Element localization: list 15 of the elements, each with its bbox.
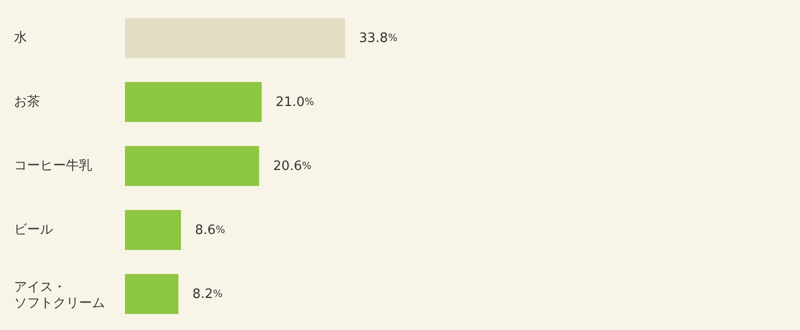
data-label: 20.6%	[273, 158, 312, 174]
data-label: 21.0%	[276, 94, 314, 110]
y-tick-label: コーヒー牛乳	[14, 158, 92, 174]
y-tick-label: ビール	[14, 222, 53, 238]
y-tick-label: 水	[14, 30, 27, 46]
bar	[125, 82, 262, 122]
y-tick-label: アイス・ソフトクリーム	[14, 279, 105, 311]
bar	[125, 210, 181, 250]
bar	[125, 274, 178, 314]
data-label: 8.2%	[192, 286, 223, 302]
y-tick-label: お茶	[14, 94, 40, 110]
bar	[125, 18, 345, 58]
bar	[125, 146, 260, 186]
data-label: 8.6%	[194, 222, 226, 238]
data-label: 33.8%	[359, 30, 398, 46]
